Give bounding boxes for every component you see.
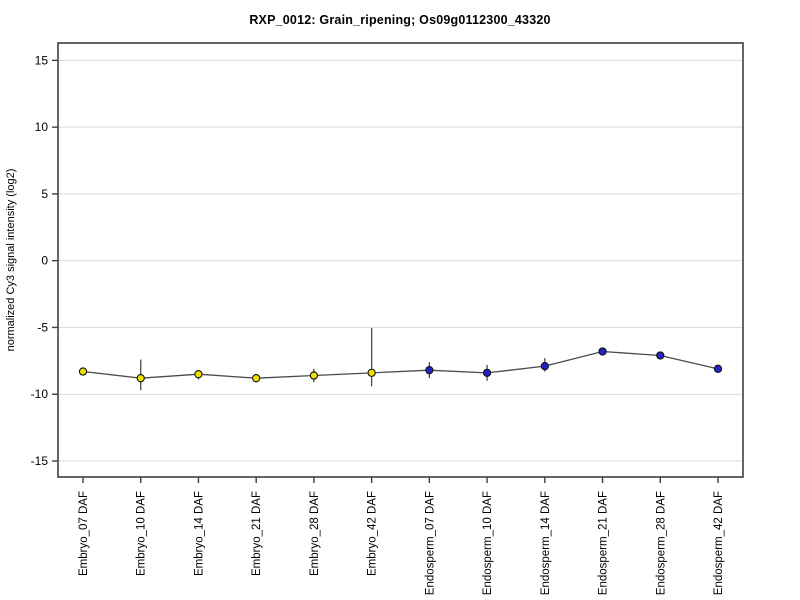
data-point-embryo	[136, 374, 145, 383]
data-point-embryo	[252, 374, 261, 383]
x-tick-label: Endosperm_07 DAF	[424, 491, 436, 595]
y-tick-label: -10	[31, 387, 49, 401]
y-tick-label: 10	[35, 120, 49, 134]
x-tick-label: Endosperm_10 DAF	[482, 491, 494, 595]
data-point-endosperm	[713, 364, 723, 373]
data-point-endosperm	[598, 347, 607, 356]
y-tick-label: 5	[41, 187, 48, 201]
data-point-embryo	[309, 371, 319, 380]
data-point-endosperm	[540, 362, 549, 371]
x-tick-label: Endosperm_21 DAF	[598, 491, 610, 595]
chart-title: RXP_0012: Grain_ripening; Os09g0112300_4…	[249, 13, 551, 27]
series-line	[82, 350, 719, 379]
y-tick-label: -5	[37, 320, 48, 334]
y-tick-label: 15	[35, 53, 49, 67]
data-point-embryo	[367, 368, 376, 377]
x-tick-label: Embryo_07 DAF	[78, 491, 90, 576]
data-point-endosperm	[482, 368, 492, 377]
x-tick-label: Embryo_28 DAF	[309, 491, 321, 576]
y-axis-label: normalized Cy3 signal intensity (log2)	[5, 169, 17, 352]
x-tick-label: Endosperm_42 DAF	[713, 491, 725, 595]
y-tick-label: 0	[41, 254, 48, 268]
plot-box	[57, 42, 744, 478]
x-tick-label: Endosperm_28 DAF	[655, 491, 667, 595]
data-point-endosperm	[656, 351, 665, 360]
data-point-embryo	[194, 370, 203, 379]
x-tick-label: Embryo_10 DAF	[136, 491, 148, 576]
x-tick-label: Endosperm_14 DAF	[540, 491, 552, 595]
data-point-embryo	[78, 367, 88, 376]
y-tick-label: -15	[31, 454, 49, 468]
x-tick-label: Embryo_14 DAF	[193, 491, 205, 576]
x-tick-label: Embryo_21 DAF	[251, 491, 263, 576]
x-tick-label: Embryo_42 DAF	[367, 491, 379, 576]
data-point-endosperm	[425, 366, 434, 375]
